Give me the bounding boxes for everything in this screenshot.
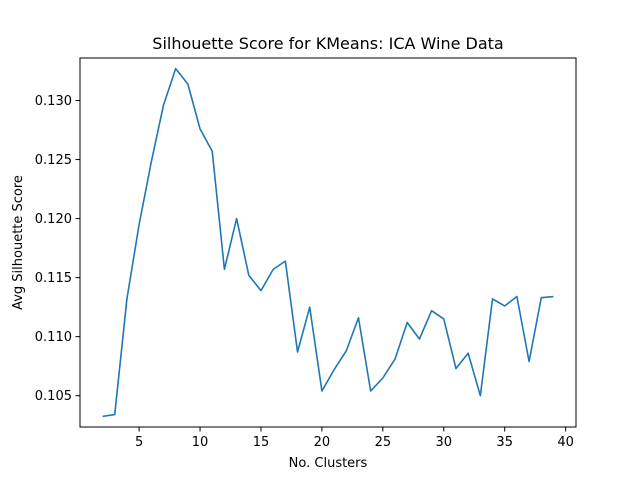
plot-frame — [79, 57, 577, 428]
y-tick-label: 0.120 — [35, 212, 72, 227]
plot-area — [80, 58, 576, 427]
y-axis-ticks: 0.105 0.110 0.115 0.120 0.125 0.130 — [35, 94, 80, 404]
y-tick-label: 0.105 — [35, 389, 72, 404]
x-axis-title: No. Clusters — [289, 456, 368, 471]
series-line — [102, 67, 554, 418]
y-tick-label: 0.115 — [35, 271, 72, 286]
y-tick-label: 0.110 — [35, 330, 72, 345]
x-tick-label: 20 — [314, 435, 331, 450]
x-tick-label: 30 — [436, 435, 453, 450]
series-layer — [102, 67, 554, 418]
y-tick-label: 0.125 — [35, 153, 72, 168]
x-tick-label: 25 — [375, 435, 392, 450]
x-tick-label: 5 — [135, 435, 143, 450]
y-tick-label: 0.130 — [35, 94, 72, 109]
x-tick-label: 35 — [496, 435, 513, 450]
y-axis-title: Avg Silhouette Score — [11, 175, 26, 310]
x-axis-ticks: 5 10 15 20 25 30 35 40 — [135, 427, 574, 450]
x-tick-label: 40 — [557, 435, 574, 450]
chart-title: Silhouette Score for KMeans: ICA Wine Da… — [152, 34, 503, 53]
x-tick-label: 15 — [253, 435, 270, 450]
x-tick-label: 10 — [192, 435, 209, 450]
